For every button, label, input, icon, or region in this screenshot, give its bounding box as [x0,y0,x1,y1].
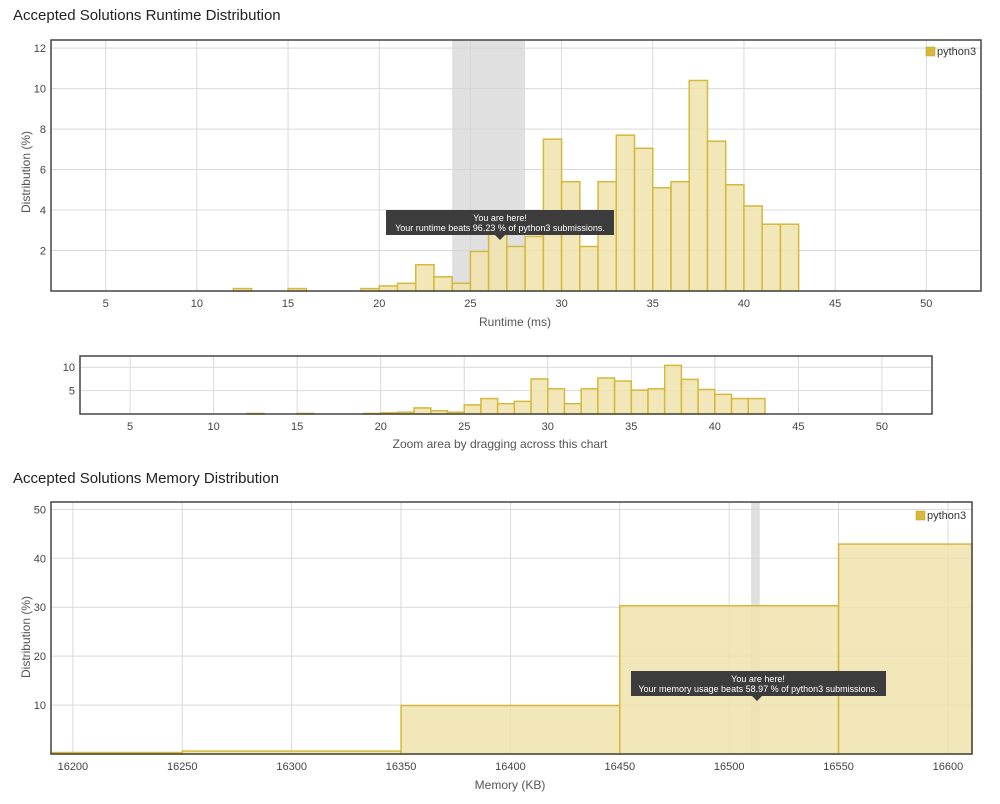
runtime-y-axis-label: Distribution (%) [19,131,33,213]
runtime-plot-frame [50,39,982,292]
x-tick-label: 15 [291,421,303,433]
runtime-tooltip-line2: Your runtime beats 96.23 % of python3 su… [395,223,605,233]
x-tick-label: 35 [647,298,659,310]
y-tick-label: 10 [34,84,46,96]
memory-legend-label: python3 [927,510,966,522]
memory-tooltip-pointer [752,696,762,701]
memory-x-ticks: 16200 16250 16300 16350 16400 16450 16500 16550… [58,761,964,773]
runtime-legend-label: python3 [937,46,976,58]
y-tick-label: 10 [63,362,75,374]
x-tick-label: 40 [709,421,721,433]
x-tick-label: 16400 [495,761,526,773]
x-tick-label: 16300 [276,761,307,773]
runtime-legend[interactable]: python3 [925,46,976,58]
navigator-x-ticks: 5 10 15 20 25 30 35 40 45 50 [127,421,888,433]
memory-y-axis-label: Distribution (%) [19,596,33,678]
navigator-frame [79,355,933,415]
x-tick-label: 16350 [386,761,417,773]
runtime-tooltip-line1: You are here! [473,213,527,223]
memory-tooltip-box [631,671,886,696]
x-tick-label: 50 [920,298,932,310]
y-tick-label: 2 [40,246,46,258]
y-tick-label: 50 [34,504,46,516]
runtime-y-ticks: 2 4 6 8 10 12 [34,43,46,257]
legend-swatch [925,46,936,57]
x-tick-label: 16600 [933,761,964,773]
x-tick-label: 30 [542,421,554,433]
x-tick-label: 16250 [167,761,198,773]
y-tick-label: 8 [40,124,46,136]
x-tick-label: 25 [464,298,476,310]
x-tick-label: 15 [282,298,294,310]
memory-legend[interactable]: python3 [915,510,966,522]
x-tick-label: 16200 [58,761,89,773]
y-tick-label: 6 [40,165,46,177]
x-tick-label: 5 [127,421,133,433]
memory-tooltip: You are here! Your memory usage beats 58… [631,671,886,701]
runtime-tooltip: You are here! Your runtime beats 96.23 %… [386,210,614,240]
y-tick-label: 5 [69,386,75,398]
x-tick-label: 35 [625,421,637,433]
histogram-bar[interactable] [400,704,621,755]
x-tick-label: 25 [458,421,470,433]
runtime-grid [51,40,981,291]
x-tick-label: 16550 [823,761,854,773]
runtime-bars [232,79,800,292]
y-tick-label: 30 [34,602,46,614]
memory-section-title: Accepted Solutions Memory Distribution [13,470,279,487]
y-tick-label: 12 [34,43,46,55]
x-tick-label: 16450 [604,761,635,773]
runtime-zoom-navigator[interactable]: 5 10 15 20 25 30 35 40 45 50 510 Zoom area by dra… [0,0,1000,460]
memory-bars [50,543,973,755]
x-tick-label: 5 [103,298,109,310]
x-tick-label: 20 [375,421,387,433]
navigator-y-ticks: 5 10 [63,362,75,397]
memory-tooltip-line2: Your memory usage beats 58.97 % of pytho… [638,684,877,694]
x-tick-label: 10 [208,421,220,433]
x-tick-label: 45 [792,421,804,433]
x-tick-label: 10 [191,298,203,310]
x-tick-label: 16500 [714,761,745,773]
memory-y-ticks: 10 20 30 40 50 [34,504,46,712]
histogram-bar[interactable] [837,543,973,755]
memory-tooltip-line1: You are here! [731,674,785,684]
x-tick-label: 50 [876,421,888,433]
runtime-x-ticks: 5 10 15 20 25 30 35 40 45 50 [103,298,933,310]
legend-swatch [915,510,926,521]
y-tick-label: 10 [34,700,46,712]
runtime-tooltip-pointer [495,235,505,240]
runtime-distribution-chart[interactable]: 5 10 15 20 25 30 35 40 45 50 2 4 6 8 10 12 Runtime (ms… [0,0,1000,340]
x-tick-label: 40 [738,298,750,310]
y-tick-label: 40 [34,553,46,565]
x-tick-label: 30 [555,298,567,310]
x-tick-label: 20 [373,298,385,310]
memory-plot-frame [50,501,973,755]
runtime-section-title: Accepted Solutions Runtime Distribution [13,7,281,24]
zoom-caption: Zoom area by dragging across this chart [393,437,608,451]
y-tick-label: 20 [34,651,46,663]
x-tick-label: 45 [829,298,841,310]
y-tick-label: 4 [40,205,46,217]
runtime-tooltip-box [386,210,614,235]
runtime-x-axis-label: Runtime (ms) [479,315,551,329]
memory-x-axis-label: Memory (KB) [475,778,546,792]
